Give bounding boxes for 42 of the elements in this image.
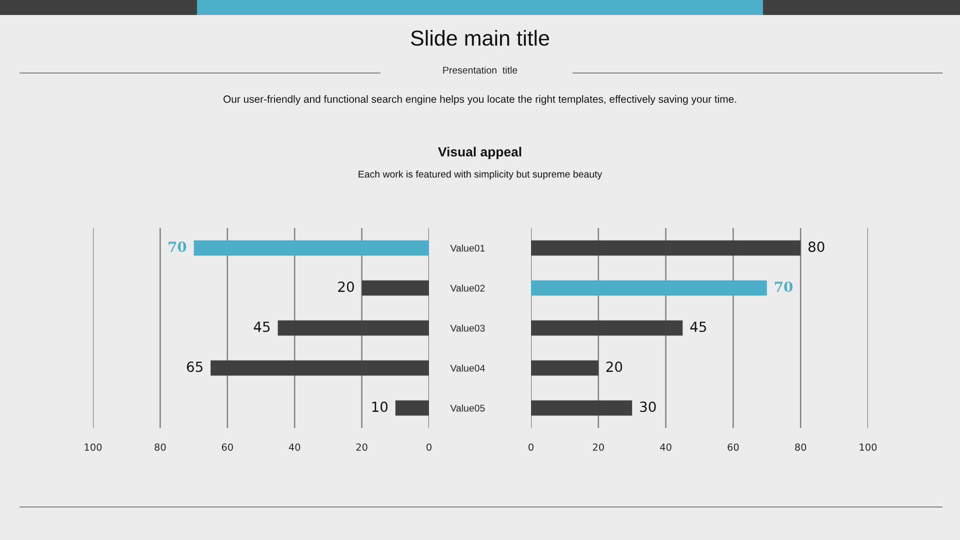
x-tick-label: 0 bbox=[426, 443, 432, 451]
bar bbox=[531, 320, 683, 336]
x-tick-label: 0 bbox=[528, 443, 534, 451]
x-tick-label: 20 bbox=[356, 443, 368, 451]
text: Slide main title bbox=[410, 30, 550, 46]
bar bbox=[531, 400, 632, 416]
y-tick-label: Value02 bbox=[450, 284, 485, 292]
x-tick-label: 100 bbox=[84, 443, 102, 451]
y-tick-label: Value03 bbox=[450, 324, 485, 332]
text: Our user-friendly and functional search engine helps you locate the right templates, effectively saving your time. bbox=[224, 95, 736, 105]
data-label: 70 bbox=[774, 282, 793, 292]
y-tick-label: Value05 bbox=[450, 404, 485, 412]
y-tick-label: Value01 bbox=[450, 244, 485, 252]
bar bbox=[531, 240, 801, 256]
data-label: 65 bbox=[186, 362, 202, 372]
x-tick-label: 40 bbox=[288, 443, 300, 451]
text: Visual appeal bbox=[438, 146, 522, 160]
data-label: 20 bbox=[338, 282, 354, 292]
x-tick-label: 20 bbox=[592, 443, 604, 451]
data-label: 10 bbox=[372, 402, 388, 412]
data-label: 20 bbox=[606, 362, 622, 372]
bar bbox=[395, 400, 429, 416]
data-label: 30 bbox=[640, 402, 656, 412]
y-tick-label: Value04 bbox=[450, 364, 485, 372]
data-label: 80 bbox=[808, 242, 824, 252]
bar bbox=[362, 280, 429, 296]
data-label: 45 bbox=[690, 322, 706, 332]
x-tick-label: 60 bbox=[728, 443, 739, 451]
data-label: 70 bbox=[168, 242, 186, 252]
bar bbox=[194, 240, 429, 256]
bar bbox=[531, 280, 767, 296]
bar bbox=[531, 360, 598, 376]
x-tick-label: 40 bbox=[660, 443, 672, 451]
x-tick-label: 80 bbox=[154, 443, 166, 451]
data-label: 45 bbox=[254, 322, 270, 332]
bar bbox=[210, 360, 429, 376]
text: Each work is featured with simplicity but supreme beauty bbox=[358, 170, 602, 180]
bar bbox=[278, 320, 429, 336]
x-tick-label: 100 bbox=[860, 443, 877, 451]
text: Presentation title bbox=[443, 66, 518, 74]
x-tick-label: 80 bbox=[795, 443, 806, 451]
x-tick-label: 60 bbox=[222, 443, 233, 451]
